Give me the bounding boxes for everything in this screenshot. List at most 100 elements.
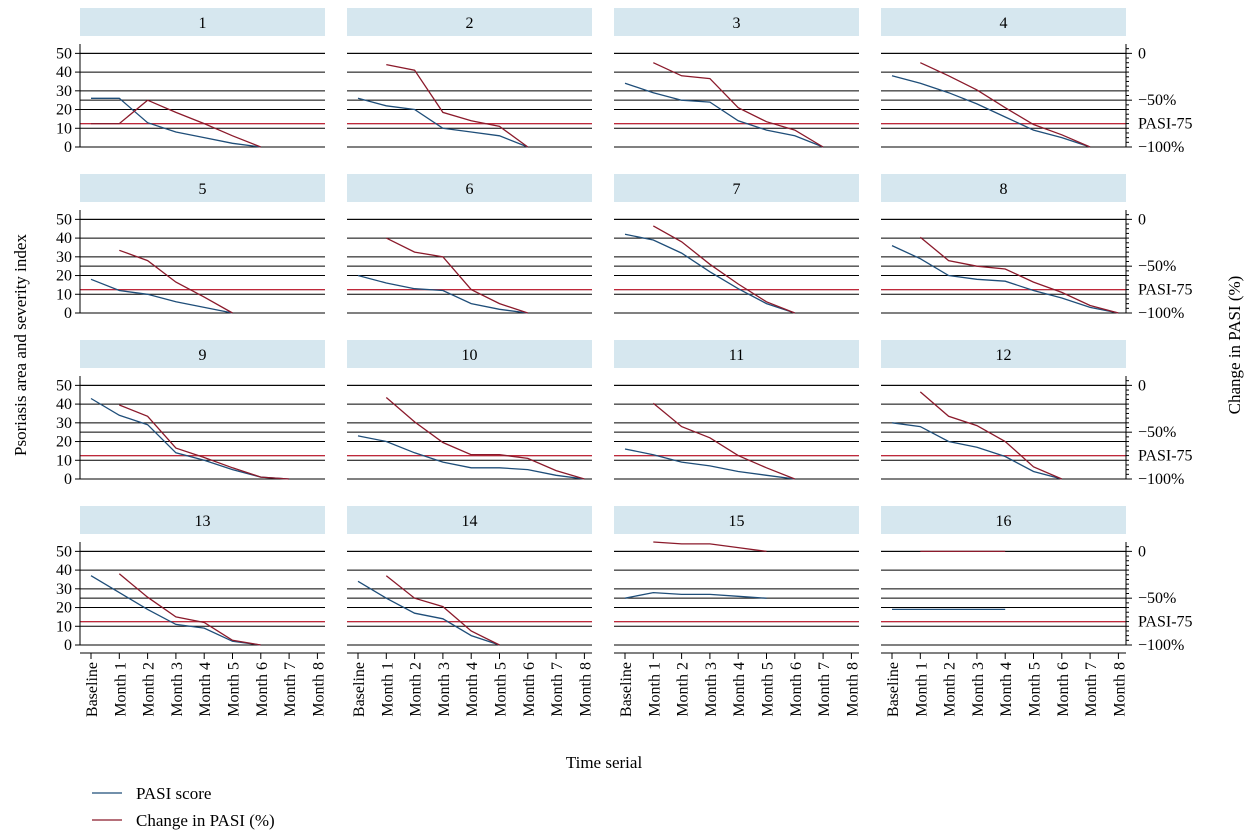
x-tick-label: Month 7 — [549, 662, 566, 717]
x-tick-label: Month 8 — [1111, 662, 1128, 717]
x-tick-label: Month 8 — [844, 662, 861, 717]
x-tick-label: Baseline — [351, 662, 368, 717]
panel-title: 16 — [996, 513, 1012, 530]
change-pasi-line — [652, 402, 796, 480]
change-pasi-line — [119, 404, 290, 480]
panel-16: 16 0 −50% −100% PASI-75 Baseline Month 1 Month … — [881, 506, 1193, 717]
y2-tick-label: −50% — [1138, 92, 1176, 109]
y-tick-label: 10 — [56, 452, 72, 469]
x-tick-label: Month 2 — [942, 662, 959, 717]
y-tick-label: 30 — [56, 581, 72, 598]
panel-14: 14 Baseline Month 1 Month 2 Month 3 Month 4 Mo… — [347, 506, 594, 717]
x-tick-label: Month 2 — [408, 662, 425, 717]
x-tick-label: Month 8 — [310, 662, 327, 717]
y2-tick-label: −100% — [1138, 139, 1184, 156]
panel-title: 9 — [199, 347, 207, 364]
pasi-score-line — [624, 448, 795, 480]
panel-title: 7 — [733, 181, 741, 198]
panel-10: 10 — [347, 340, 592, 480]
panel-strip — [881, 340, 1126, 368]
panel-strip — [80, 8, 325, 36]
panel-strip — [347, 174, 592, 202]
x-tick-label: Month 3 — [436, 662, 453, 717]
x-axis-title: Time serial — [566, 753, 643, 772]
change-pasi-line — [919, 236, 1119, 314]
panel-title: 6 — [466, 181, 474, 198]
panel-title: 13 — [195, 513, 211, 530]
panel-strip — [881, 506, 1126, 534]
y-tick-label: 50 — [56, 211, 72, 228]
y-tick-label: 20 — [56, 434, 72, 451]
panel-strip — [881, 8, 1126, 36]
panel-3: 3 — [614, 8, 859, 148]
panel-title: 2 — [466, 15, 474, 32]
x-tick-label: Month 2 — [675, 662, 692, 717]
pasi-score-line — [90, 278, 233, 314]
panel-strip — [347, 340, 592, 368]
x-tick-label: Month 3 — [703, 662, 720, 717]
x-tick-label: Month 1 — [379, 662, 396, 717]
y2-tick-label: −100% — [1138, 637, 1184, 654]
pasi-score-line — [357, 580, 500, 646]
panel-title: 1 — [199, 15, 207, 32]
x-tick-label: Month 4 — [998, 662, 1015, 717]
panel-title: 5 — [199, 181, 207, 198]
pasi-score-line — [624, 82, 824, 148]
y-tick-label: 30 — [56, 83, 72, 100]
x-tick-label: Month 5 — [493, 662, 510, 717]
x-tick-label: Month 7 — [282, 662, 299, 717]
legend-label-pasi: PASI score — [136, 784, 211, 803]
y-tick-label: 50 — [56, 543, 72, 560]
change-pasi-line — [386, 63, 529, 148]
change-pasi-line — [920, 62, 1091, 148]
panel-12: 12 0 −50% −100% PASI-75 — [881, 340, 1193, 488]
change-pasi-line — [385, 397, 585, 480]
panel-title: 10 — [462, 347, 478, 364]
y-tick-label: 20 — [56, 268, 72, 285]
panel-strip — [80, 340, 325, 368]
x-tick-label: Month 6 — [254, 662, 271, 717]
y2-tick-label: −50% — [1138, 258, 1176, 275]
y-tick-label: 40 — [56, 562, 72, 579]
panel-title: 8 — [1000, 181, 1008, 198]
x-tick-label: Month 3 — [169, 662, 186, 717]
y2-tick-label: −100% — [1138, 471, 1184, 488]
panel-6: 6 — [347, 174, 592, 314]
x-tick-label: Month 6 — [1055, 662, 1072, 717]
change-pasi-line — [119, 249, 233, 314]
x-tick-label: Month 1 — [913, 662, 930, 717]
x-tick-label: Month 1 — [646, 662, 663, 717]
x-tick-label: Month 4 — [197, 662, 214, 717]
pasi-score-line — [357, 97, 529, 148]
panel-2: 2 — [347, 8, 592, 148]
change-pasi-line — [118, 573, 261, 646]
x-tick-label: Month 5 — [760, 662, 777, 717]
x-tick-label: Month 6 — [788, 662, 805, 717]
y2-tick-label: 0 — [1138, 543, 1146, 560]
y-tick-label: 30 — [56, 415, 72, 432]
y2-tick-label: 0 — [1138, 211, 1146, 228]
panel-strip — [614, 340, 859, 368]
pasi75-label: PASI-75 — [1138, 116, 1193, 133]
y-tick-label: 0 — [64, 471, 72, 488]
y-axis-title: Psoriasis area and severity index — [11, 234, 30, 456]
panel-4: 4 0 −50% −100% PASI-75 — [881, 8, 1193, 156]
y-tick-label: 0 — [64, 305, 72, 322]
change-pasi-line — [652, 225, 796, 314]
x-tick-label: Month 4 — [731, 662, 748, 717]
legend-label-change: Change in PASI (%) — [136, 811, 275, 830]
panel-strip — [347, 506, 592, 534]
panel-title: 11 — [729, 347, 744, 364]
y-tick-label: 10 — [56, 286, 72, 303]
panel-title: 14 — [462, 513, 478, 530]
change-pasi-line — [91, 99, 262, 148]
pasi75-label: PASI-75 — [1138, 282, 1193, 299]
x-tick-label: Month 1 — [112, 662, 129, 717]
pasi-score-line — [357, 435, 585, 480]
pasi-score-line — [624, 233, 796, 314]
panel-title: 3 — [733, 15, 741, 32]
x-tick-label: Month 7 — [1083, 662, 1100, 717]
